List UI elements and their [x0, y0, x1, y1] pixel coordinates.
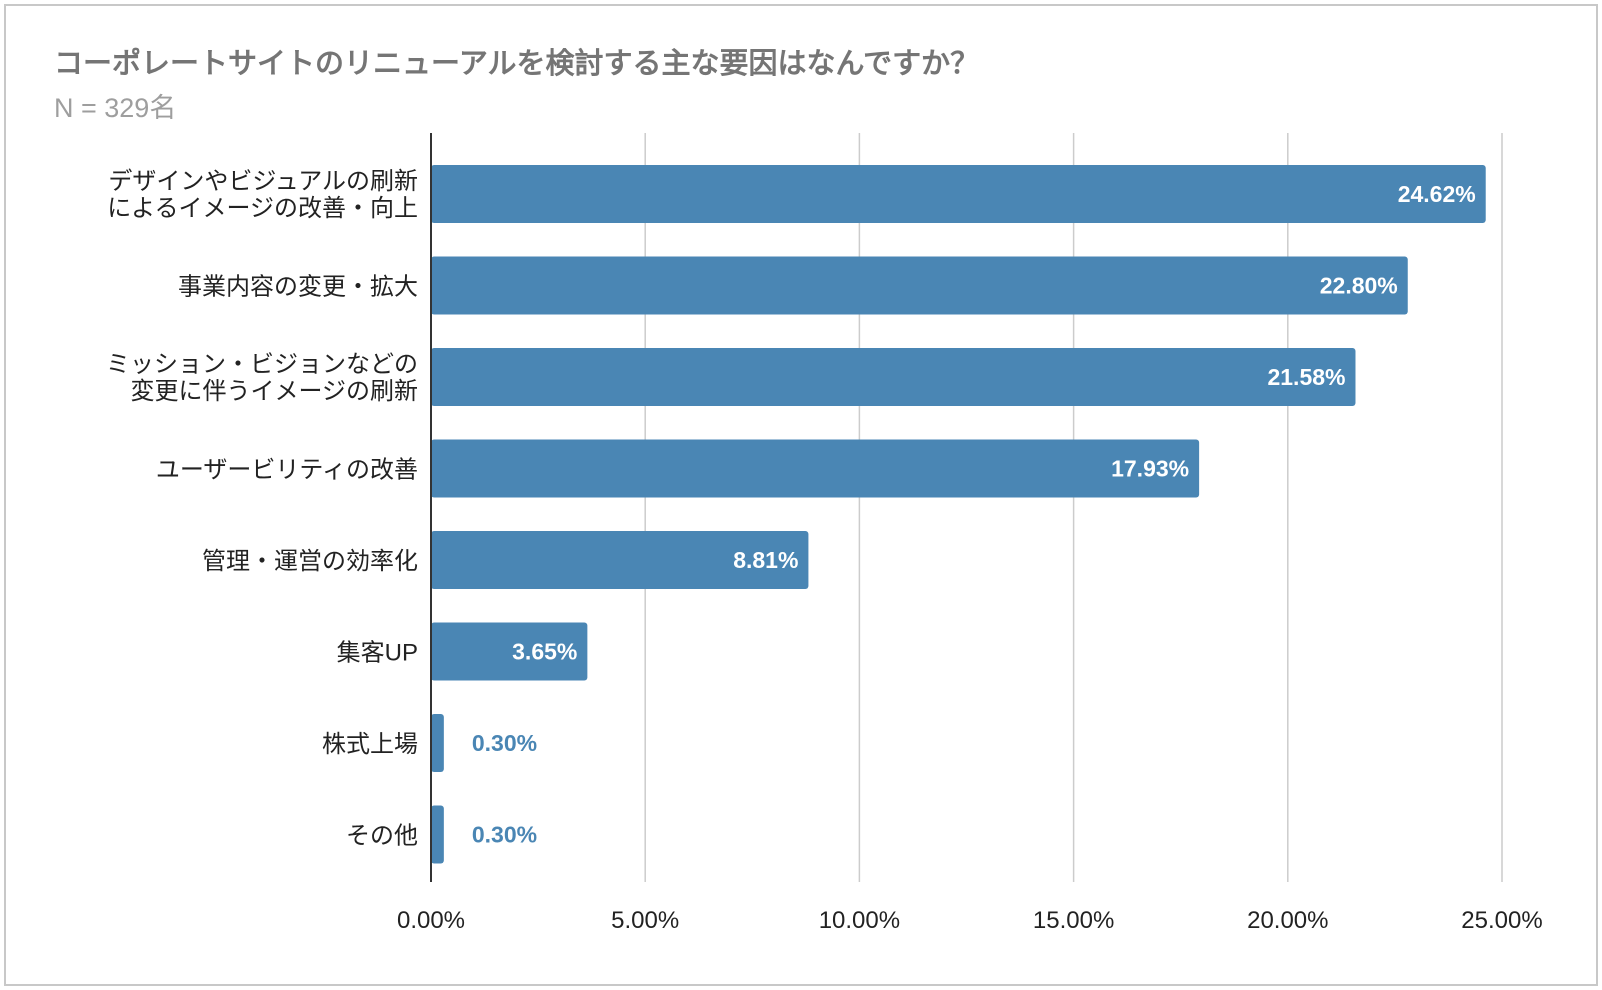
data-label: 24.62%	[1398, 181, 1476, 207]
category-label: ミッション・ビジョンなどの	[106, 351, 418, 378]
bar	[431, 531, 809, 589]
data-label: 17.93%	[1111, 456, 1189, 482]
data-label: 0.30%	[472, 822, 537, 848]
category-label: 管理・運営の効率化	[202, 548, 418, 575]
category-label: デザインやビジュアルの刷新	[108, 168, 418, 195]
category-label: 集客UP	[337, 640, 418, 667]
x-tick-label: 15.00%	[1033, 907, 1114, 934]
category-label: その他	[346, 823, 418, 850]
chart-frame	[4, 4, 1598, 986]
category-label: 事業内容の変更・拡大	[178, 274, 418, 301]
x-tick-label: 5.00%	[611, 907, 679, 934]
data-label: 21.58%	[1267, 364, 1345, 390]
x-tick-label: 10.00%	[819, 907, 900, 934]
category-label: 株式上場	[322, 731, 418, 758]
bar	[431, 439, 1200, 498]
bar	[431, 165, 1486, 223]
data-label: 0.30%	[472, 730, 537, 756]
category-label: 変更に伴うイメージの刷新	[130, 378, 418, 405]
bar	[431, 348, 1356, 406]
data-label: 3.65%	[512, 639, 577, 665]
x-tick-label: 20.00%	[1247, 907, 1328, 934]
data-label: 8.81%	[733, 547, 798, 573]
data-label: 22.80%	[1320, 273, 1398, 299]
x-tick-label: 0.00%	[397, 907, 465, 934]
category-label: ユーザービリティの改善	[156, 457, 418, 484]
chart-title: コーポレートサイトのリニューアルを検討する主な要因はなんですか？	[54, 48, 980, 80]
bar	[431, 805, 444, 864]
bar	[431, 622, 588, 681]
chart-subtitle: N = 329名	[54, 93, 177, 123]
category-label: によるイメージの改善・向上	[107, 195, 418, 222]
bar	[431, 256, 1408, 315]
bar	[431, 714, 444, 772]
x-tick-label: 25.00%	[1461, 907, 1542, 934]
